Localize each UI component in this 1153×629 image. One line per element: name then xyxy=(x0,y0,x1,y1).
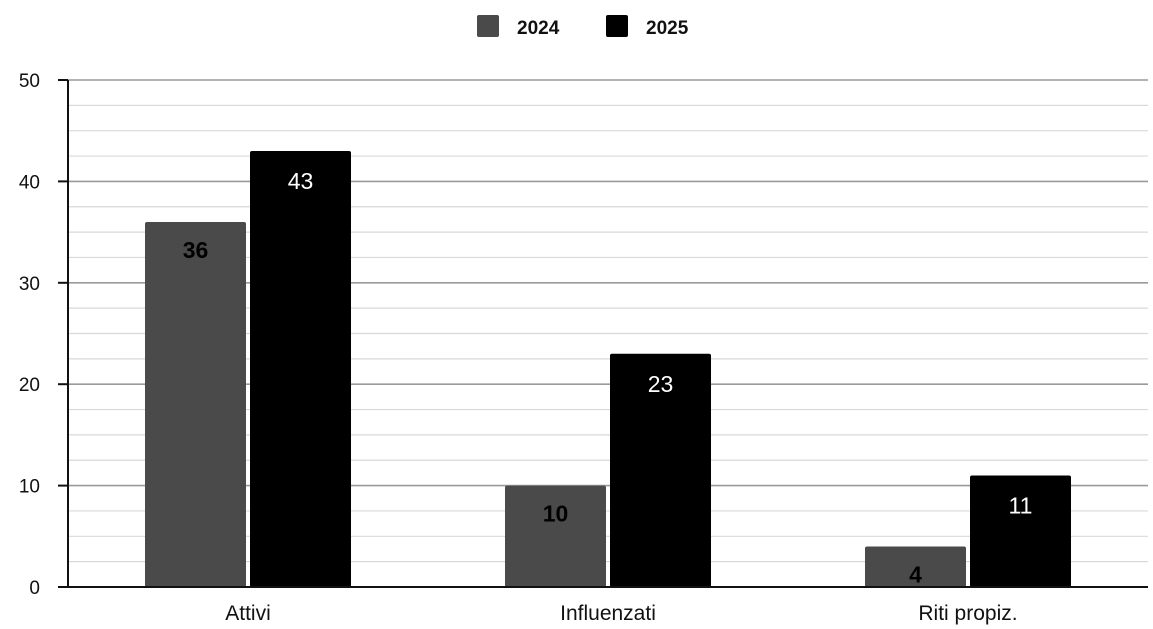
legend-swatch-2024 xyxy=(477,15,499,37)
data-label: 11 xyxy=(1009,492,1033,518)
bar-2024-riti-propiz- xyxy=(865,546,966,587)
legend-label-2024: 2024 xyxy=(517,18,560,39)
legend-label-2025: 2025 xyxy=(646,18,689,39)
data-label: 43 xyxy=(288,168,314,194)
axes-group xyxy=(58,79,1148,588)
y-tick-label: 40 xyxy=(19,172,40,193)
x-tick-label: Attivi xyxy=(225,602,271,625)
legend: 2024 2025 xyxy=(477,15,689,39)
bar-2024-attivi xyxy=(145,221,246,587)
minor-gridlines xyxy=(68,104,1148,563)
y-tick-label: 30 xyxy=(19,274,40,295)
data-label: 10 xyxy=(543,501,569,527)
x-tick-label: Riti propiz. xyxy=(918,602,1017,625)
x-tick-labels: Attivi Influenzati Riti propiz. xyxy=(225,602,1017,625)
bars-group xyxy=(145,150,1071,588)
bar-2025-riti-propiz- xyxy=(970,475,1071,587)
data-labels-group: 36 43 10 23 4 11 xyxy=(183,168,1033,587)
y-tick-label: 10 xyxy=(19,477,40,498)
bar-2024-influenzati xyxy=(505,485,606,587)
x-tick-label: Influenzati xyxy=(560,602,656,625)
data-label: 23 xyxy=(648,371,674,397)
y-tick-labels: 0 10 20 30 40 50 xyxy=(19,71,40,599)
y-tick-label: 0 xyxy=(29,578,40,599)
data-label: 4 xyxy=(909,561,922,587)
bar-2025-attivi xyxy=(250,150,351,588)
bar-2025-influenzati xyxy=(610,353,711,587)
y-tick-label: 50 xyxy=(19,71,40,92)
major-gridlines xyxy=(68,79,1148,487)
legend-swatch-2025 xyxy=(606,15,628,37)
data-label: 36 xyxy=(183,237,209,263)
y-tick-label: 20 xyxy=(19,375,40,396)
